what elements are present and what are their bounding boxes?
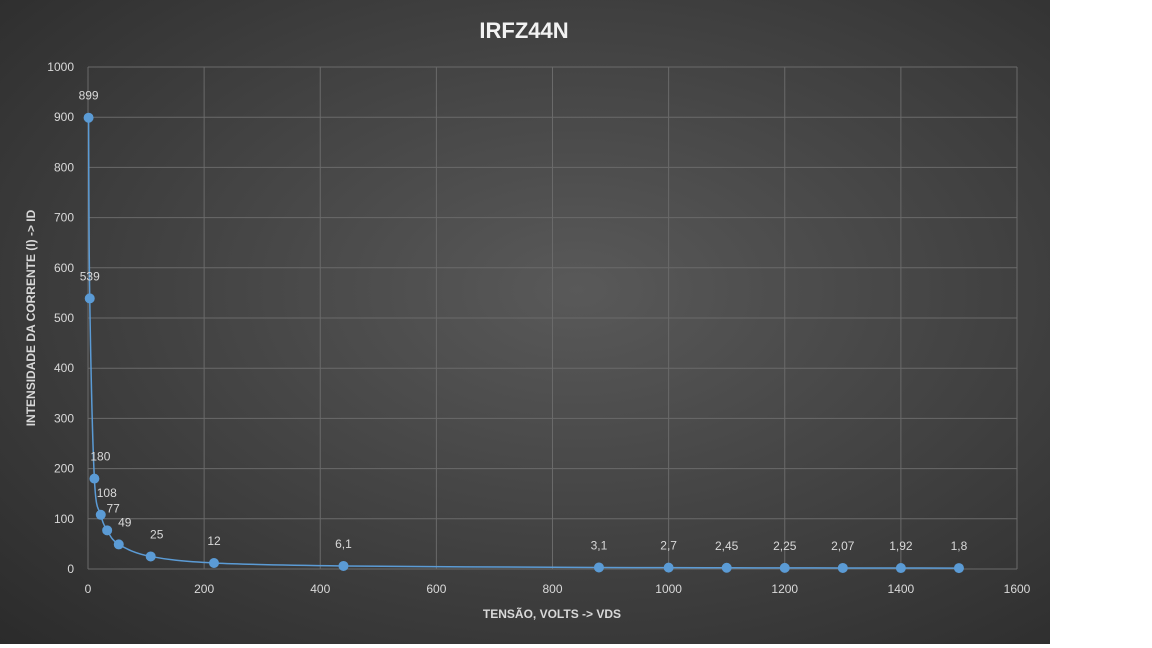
y-tick-label: 400: [54, 361, 74, 375]
y-tick-label: 300: [54, 411, 74, 425]
x-tick-label: 1000: [655, 582, 682, 596]
data-point: [721, 562, 732, 573]
data-point: [779, 562, 790, 573]
y-tick-label: 900: [54, 110, 74, 124]
data-label: 180: [90, 450, 110, 464]
data-label: 77: [106, 501, 120, 515]
x-tick-label: 400: [310, 582, 330, 596]
y-tick-label: 800: [54, 160, 74, 174]
series-layer: [83, 112, 964, 574]
x-tick-label: 1200: [771, 582, 798, 596]
x-tick-label: 1400: [888, 582, 915, 596]
data-point: [84, 293, 95, 304]
data-label: 1,8: [951, 539, 968, 553]
y-tick-label: 100: [54, 512, 74, 526]
data-point: [837, 562, 848, 573]
y-tick-label: 1000: [47, 60, 74, 74]
series-line: [87, 117, 959, 569]
data-label: 539: [80, 269, 100, 283]
y-tick-label: 200: [54, 462, 74, 476]
data-label: 3,1: [591, 538, 608, 552]
data-point: [338, 560, 349, 571]
data-point: [895, 563, 906, 574]
x-tick-label: 200: [194, 582, 214, 596]
data-point: [953, 563, 964, 574]
chart-svg: IRFZ44N TENSÃO, VOLTS -> VDS INTENSIDADE…: [24, 18, 1031, 621]
x-axis-title: TENSÃO, VOLTS -> VDS: [483, 606, 621, 621]
gridlines: [87, 66, 1018, 570]
y-tick-label: 700: [54, 211, 74, 225]
data-label: 2,25: [773, 539, 797, 553]
x-tick-label: 1600: [1004, 582, 1031, 596]
data-label: 108: [97, 486, 117, 500]
y-tick-label: 500: [54, 311, 74, 325]
data-point: [95, 509, 106, 520]
tick-labels: 0 100 200 300 400 500 600 700 800 900 1000 0 200 400 6…: [47, 60, 1030, 596]
data-point: [83, 112, 94, 123]
data-point: [113, 539, 124, 550]
data-point: [593, 562, 604, 573]
data-point: [102, 525, 113, 536]
data-label: 2,45: [715, 539, 739, 553]
data-label: 49: [118, 515, 132, 529]
data-label: 12: [207, 534, 221, 548]
data-label: 25: [150, 527, 164, 541]
data-label: 1,92: [889, 539, 913, 553]
data-label: 6,1: [335, 537, 352, 551]
y-axis-title: INTENSIDADE DA CORRENTE (I) -> ID: [24, 209, 38, 426]
data-label: 2,7: [660, 539, 677, 553]
data-point: [208, 557, 219, 568]
data-label: 2,07: [831, 539, 855, 553]
y-tick-label: 600: [54, 261, 74, 275]
x-tick-label: 800: [542, 582, 562, 596]
chart-area: IRFZ44N TENSÃO, VOLTS -> VDS INTENSIDADE…: [0, 0, 1050, 644]
y-tick-label: 0: [67, 562, 74, 576]
data-point: [145, 551, 156, 562]
x-tick-label: 600: [426, 582, 446, 596]
data-label: 899: [79, 89, 99, 103]
chart-title: IRFZ44N: [479, 18, 568, 43]
data-point: [663, 562, 674, 573]
x-tick-label: 0: [85, 582, 92, 596]
data-point: [89, 473, 100, 484]
